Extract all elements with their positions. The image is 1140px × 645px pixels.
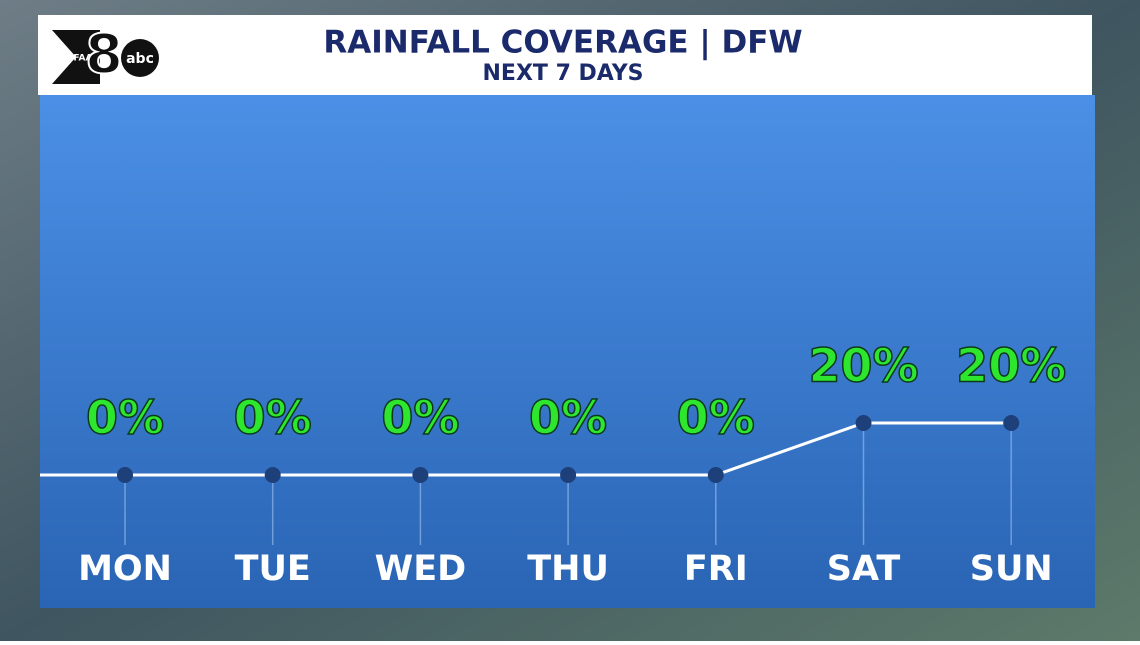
value-label: 0% <box>529 391 607 445</box>
x-tick-label: SAT <box>827 549 901 589</box>
logo: WFAA 8 abc <box>52 22 159 87</box>
value-label: 0% <box>677 391 755 445</box>
value-label: 0% <box>234 391 312 445</box>
x-tick-label: TUE <box>235 549 311 589</box>
data-point <box>412 467 429 483</box>
data-point <box>855 415 872 431</box>
value-label: 0% <box>381 391 459 445</box>
x-tick-label: MON <box>78 549 172 589</box>
logo-network: abc <box>126 51 154 67</box>
logo-channel: 8 <box>85 23 123 86</box>
chart-subtitle: NEXT 7 DAYS <box>483 61 644 86</box>
logo-shape <box>52 30 100 84</box>
x-tick-label: WED <box>375 549 467 589</box>
data-point <box>264 467 281 483</box>
data-point <box>560 467 577 483</box>
logo-circle <box>121 39 159 77</box>
value-label: 20% <box>808 339 918 393</box>
x-tick-label: THU <box>527 549 609 589</box>
x-tick-label: FRI <box>684 549 748 589</box>
data-point <box>117 467 133 483</box>
data-point <box>707 467 724 483</box>
logo-station: WFAA <box>64 54 93 64</box>
x-tick-label: SUN <box>970 549 1053 589</box>
value-label: 20% <box>956 339 1066 393</box>
chart-title: RAINFALL COVERAGE | DFW <box>323 25 802 61</box>
value-label: 0% <box>86 391 164 445</box>
data-point <box>1003 415 1020 431</box>
header-band <box>38 15 1092 95</box>
